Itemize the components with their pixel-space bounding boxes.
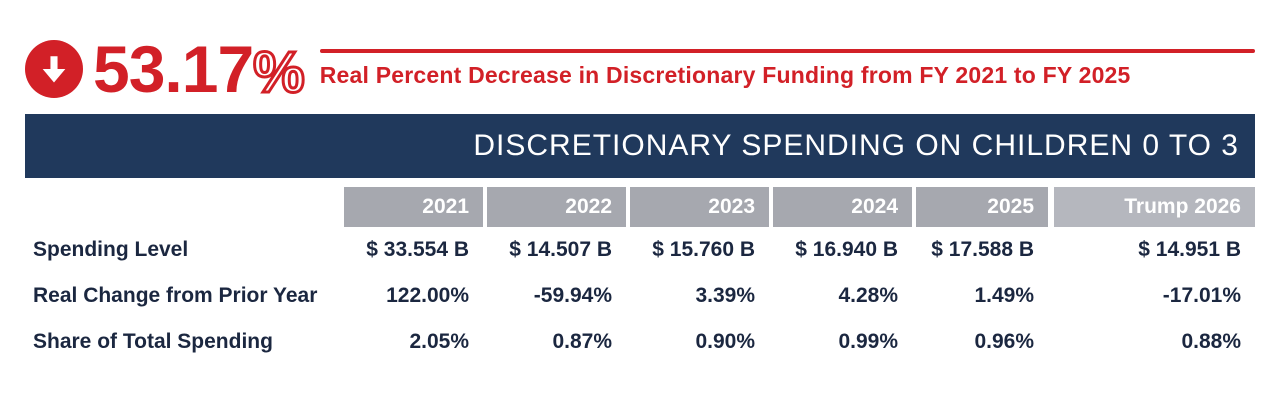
column-header-2025: 2025: [912, 187, 1048, 227]
table-cell: 0.96%: [974, 330, 1034, 353]
kpi-caption-block: Real Percent Decrease in Discretionary F…: [319, 49, 1255, 89]
table-cell: 122.00%: [386, 284, 469, 307]
spending-table: 2021 2022 2023 2024 2025 Trump 2026 Spen…: [25, 187, 1255, 365]
table-cell: 3.39%: [695, 284, 755, 307]
table-cell: -17.01%: [1162, 284, 1241, 307]
table-cell: $ 14.507 B: [509, 238, 612, 261]
table-cell: $ 14.951 B: [1138, 238, 1241, 261]
table-title-banner: DISCRETIONARY SPENDING ON CHILDREN 0 TO …: [25, 114, 1255, 178]
table-cell: $ 16.940 B: [795, 238, 898, 261]
table-cell: 0.99%: [838, 330, 898, 353]
red-divider-line: [319, 49, 1255, 53]
row-label-spending-level: Spending Level: [33, 238, 189, 261]
table-cell: 2.05%: [409, 330, 469, 353]
table-cell: 4.28%: [838, 284, 898, 307]
down-arrow-icon: [25, 40, 83, 98]
column-header-trump-2026: Trump 2026: [1048, 187, 1255, 227]
kpi-number: 53.17: [93, 32, 254, 106]
table-cell: $ 17.588 B: [931, 238, 1034, 261]
row-label-real-change: Real Change from Prior Year: [33, 284, 318, 307]
table-cell: -59.94%: [533, 284, 612, 307]
kpi-header: 53.17% Real Percent Decrease in Discreti…: [25, 36, 1255, 105]
column-header-2024: 2024: [769, 187, 912, 227]
table-cell: 0.88%: [1181, 330, 1241, 353]
column-header-2021: 2021: [340, 187, 483, 227]
kpi-value: 53.17%: [93, 36, 307, 105]
table-cell: $ 15.760 B: [652, 238, 755, 261]
table-cell: 1.49%: [974, 284, 1034, 307]
table-cell: 0.90%: [695, 330, 755, 353]
kpi-percent-sign: %: [252, 40, 307, 105]
row-label-share-total: Share of Total Spending: [33, 330, 273, 353]
kpi-subtitle: Real Percent Decrease in Discretionary F…: [319, 62, 1131, 88]
column-header-empty: [25, 187, 340, 227]
table-title: DISCRETIONARY SPENDING ON CHILDREN 0 TO …: [473, 129, 1239, 162]
column-header-2022: 2022: [483, 187, 626, 227]
table-cell: $ 33.554 B: [366, 238, 469, 261]
column-header-2023: 2023: [626, 187, 769, 227]
table-cell: 0.87%: [552, 330, 612, 353]
